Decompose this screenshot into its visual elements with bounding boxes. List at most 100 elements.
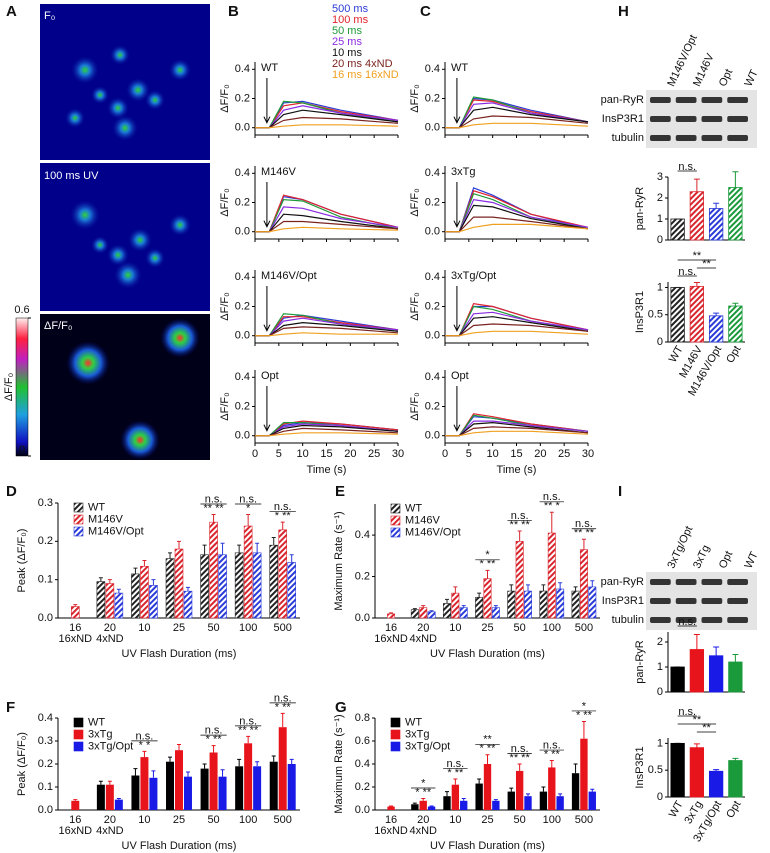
bar (200, 554, 209, 619)
error-bar (693, 282, 700, 287)
bar (243, 525, 253, 619)
trace (445, 122, 589, 129)
x-tick-label: 50 (514, 622, 526, 634)
bar (200, 768, 209, 810)
x-tick-label: Opt (724, 344, 743, 365)
y-tick-label: 0.4 (235, 167, 250, 179)
blot-band (650, 116, 671, 122)
error-bar (732, 302, 739, 306)
error-bar (493, 605, 498, 608)
blot-row-label: pan-RyR (601, 576, 644, 588)
error-bar (549, 760, 554, 768)
x-tick-label: 10 (297, 448, 309, 460)
legend-swatch (73, 741, 84, 752)
bar (547, 532, 556, 619)
blot-band (727, 579, 748, 585)
x-tick-label: 20 (534, 448, 546, 460)
significance: ** ** (238, 724, 259, 736)
error-bar (211, 745, 216, 753)
significance: ** (702, 258, 711, 270)
error-bar (549, 511, 554, 534)
panel-letter: G (335, 699, 347, 716)
blot-band (675, 579, 697, 585)
legend-swatch (73, 526, 84, 537)
error-bar (151, 770, 156, 778)
bar (443, 603, 451, 619)
flash-arrow (263, 386, 271, 432)
error-bar (98, 577, 103, 582)
bar (539, 590, 548, 619)
bar (105, 583, 115, 619)
bar (410, 609, 419, 619)
bar (483, 764, 492, 810)
blot-band (650, 135, 671, 141)
bar (131, 573, 140, 619)
y-tick-label: 0.0 (38, 612, 53, 624)
x-axis-label: Time (s) (497, 464, 537, 476)
bar (475, 783, 483, 810)
error-bar (246, 514, 251, 526)
error-bar (237, 758, 242, 767)
x-tick-label: 25 (481, 622, 493, 634)
bar (105, 784, 114, 810)
x-tick-label: 20 (344, 448, 356, 460)
error-bar (255, 761, 260, 767)
blot-band (701, 579, 723, 585)
significance: * (246, 502, 251, 514)
legend-entry: 100 ms (332, 14, 369, 26)
flash-arrow (263, 182, 271, 228)
image-label: ΔF/F₀ (44, 320, 72, 332)
y-tick-label: 0.4 (38, 712, 53, 724)
flash-arrow (263, 78, 271, 124)
legend-entry: M146V/Opt (405, 526, 461, 538)
bar (507, 590, 516, 619)
bar (140, 565, 149, 619)
error-bar (177, 540, 181, 549)
legend-entry: M146V (88, 513, 124, 525)
error-bar (485, 569, 490, 579)
y-tick-label: 0.4 (425, 63, 440, 75)
x-tick-label: 10 (138, 814, 150, 826)
y-axis-label: InsP3R1 (634, 746, 646, 788)
legend-entry: WT (405, 716, 422, 728)
error-bar (202, 763, 207, 769)
significance: * ** (415, 786, 432, 798)
significance: ** (693, 714, 702, 726)
y-tick-label: 0.2 (425, 92, 440, 104)
y-tick-label: 0.3 (38, 497, 53, 509)
x-tick-sublabel: 16xND (374, 825, 408, 837)
bar (218, 776, 227, 810)
x-tick-label: 16 (385, 622, 397, 634)
colorbar-label: ΔF/F₀ (3, 373, 15, 401)
blot-band (701, 135, 723, 141)
bar (579, 549, 588, 619)
bar (689, 191, 705, 241)
y-axis-label: pan-RyR (634, 640, 646, 683)
blot-band (727, 598, 748, 604)
error-bar (412, 608, 417, 610)
error-bar (271, 755, 276, 762)
x-tick-sublabel: 16xND (374, 633, 408, 645)
significance: n.s. (205, 725, 223, 737)
legend-swatch (390, 729, 401, 740)
y-tick-label: 0.2 (355, 781, 370, 793)
error-bar (246, 735, 251, 744)
bar (728, 760, 743, 798)
x-tick-label: 16 (385, 814, 397, 826)
error-bar (453, 778, 458, 785)
y-tick-label: 0.8 (355, 712, 370, 724)
blot-band (701, 617, 723, 623)
error-bar (107, 579, 112, 584)
error-bar (693, 743, 700, 748)
blot-band (675, 598, 697, 604)
error-bar (168, 756, 173, 762)
bar (287, 562, 296, 619)
error-bar (202, 544, 207, 555)
error-bar (713, 646, 720, 656)
x-tick-label: 500 (274, 814, 292, 826)
error-bar (526, 584, 530, 592)
trace (255, 124, 399, 129)
error-bar (133, 768, 138, 776)
legend-swatch (390, 503, 401, 514)
bar (427, 611, 436, 619)
